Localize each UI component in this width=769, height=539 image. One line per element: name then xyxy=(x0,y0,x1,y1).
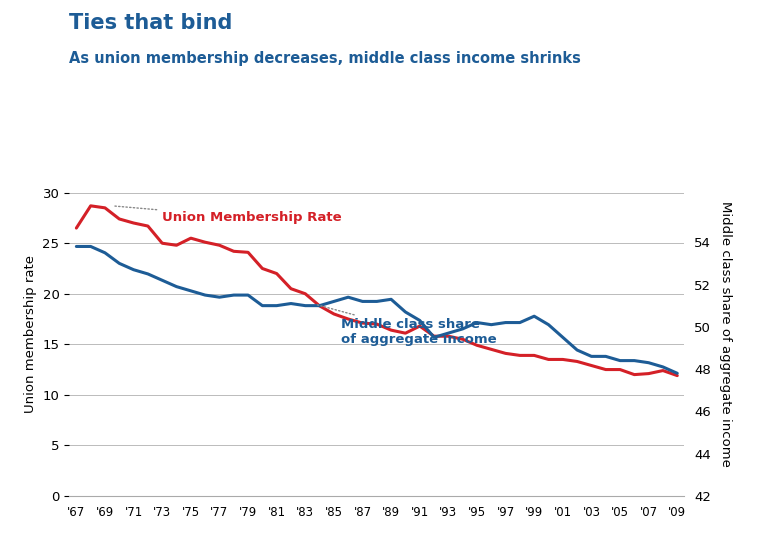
Y-axis label: Middle class share of aggregate income: Middle class share of aggregate income xyxy=(720,201,732,467)
Text: Middle class share
of aggregate income: Middle class share of aggregate income xyxy=(315,304,497,347)
Text: Ties that bind: Ties that bind xyxy=(69,13,232,33)
Y-axis label: Union membership rate: Union membership rate xyxy=(24,255,37,413)
Text: As union membership decreases, middle class income shrinks: As union membership decreases, middle cl… xyxy=(69,51,581,66)
Text: Union Membership Rate: Union Membership Rate xyxy=(115,206,342,224)
